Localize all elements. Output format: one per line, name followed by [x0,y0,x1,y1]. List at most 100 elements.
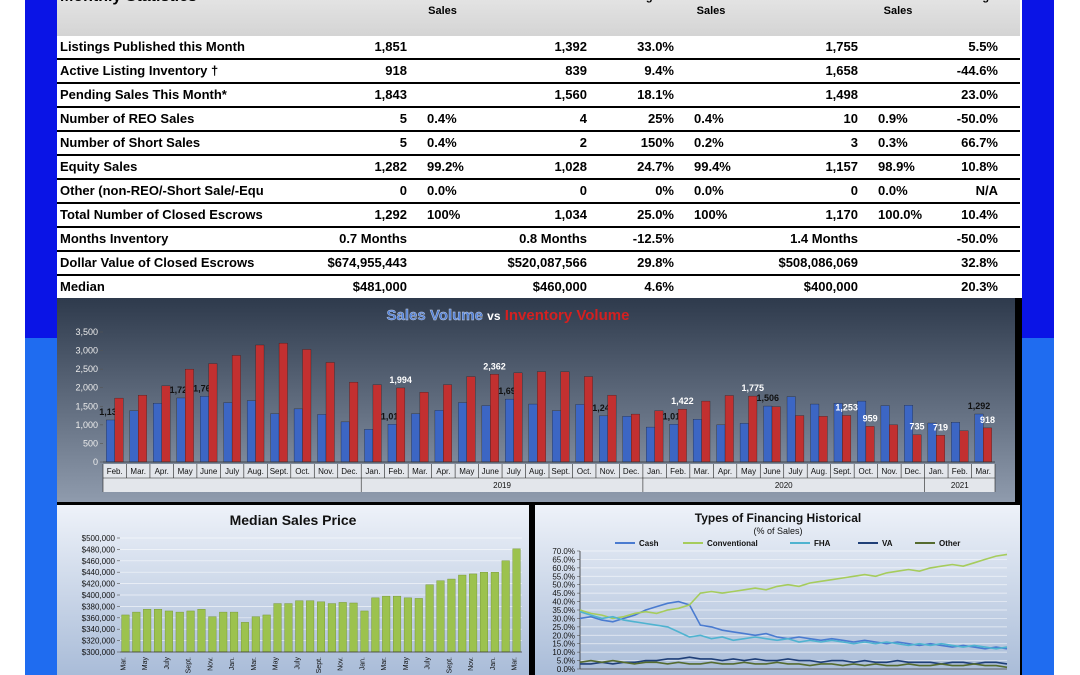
column-header: % of Total Sales [682,0,740,36]
x-tick-label: Feb. [952,467,968,476]
x-tick-label: Mar. [120,657,127,671]
x-tick-label: Dec. [341,467,357,476]
bar [316,601,326,653]
table-cell: 25% [595,108,682,132]
x-tick-label: Sept. [316,657,323,673]
table-cell: 150% [595,132,682,156]
bar [223,402,233,463]
table-cell: 1,560 [470,84,595,108]
bar [396,387,406,463]
bar [161,385,171,463]
y-tick-label: 3,000 [75,346,98,356]
x-tick-label: Apr. [718,467,732,476]
table-cell: 99.4% [682,156,740,180]
bar [360,610,369,653]
bar [153,403,162,463]
x-tick-label: July [507,467,521,476]
x-tick-label: Aug. [529,467,545,476]
table-cell: 0% [595,180,682,204]
bar [306,600,315,653]
bar [575,404,585,463]
bar [273,603,282,653]
column-header: Monthly Statistics [57,0,265,36]
bar [364,429,374,463]
bar [278,342,288,463]
table-cell: 1,170 [740,204,866,228]
bar [631,413,640,463]
bar [208,363,218,463]
x-tick-label: Apr. [155,467,169,476]
bar [106,419,115,463]
table-cell: 100% [415,204,470,228]
bar [371,597,380,653]
table-cell: 1,498 [740,84,866,108]
table-cell: 100% [682,204,740,228]
y-tick-label: $400,000 [82,591,116,600]
y-tick-label: 1,500 [75,401,98,411]
table-cell: 1,028 [470,156,595,180]
y-tick-label: $460,000 [82,557,116,566]
table-cell: 100.0% [866,204,930,228]
data-label: 1,422 [671,396,694,406]
bar [528,403,538,463]
data-label: 1,014 [663,411,686,421]
y-tick-label: 40.0% [552,598,575,607]
bar [382,595,391,653]
bar [121,614,130,653]
table-cell: 0.0% [415,180,470,204]
x-tick-label: Jan. [929,467,944,476]
bar [138,394,147,463]
y-tick-label: 45.0% [552,589,575,598]
table-cell [866,228,930,252]
bar [175,611,184,653]
bar [317,414,327,463]
y-tick-label: 65.0% [552,555,575,564]
bar [403,597,412,653]
bar [230,611,239,653]
x-tick-label: Sept. [446,657,453,673]
table-cell: 839 [470,60,595,84]
bar [387,424,397,463]
row-label: Listings Published this Month [57,36,265,60]
x-tick-label: Nov. [207,657,214,671]
bar [434,410,444,463]
x-tick-label: Mar. [512,657,519,671]
bar [763,405,773,463]
bar [349,602,358,653]
table-cell: 4 [470,108,595,132]
line-series [579,610,1008,650]
table-cell [415,252,470,276]
table-cell: 1.4 Months [740,228,866,252]
chart-title: Types of Financing Historical [695,511,861,525]
legend-label: Conventional [707,539,758,548]
x-tick-label: July [164,657,171,670]
table-cell: 1,282 [265,156,415,180]
bar [818,416,828,463]
y-tick-label: 3,500 [75,327,98,337]
table-cell: 10.4% [930,204,1020,228]
bar [490,374,499,463]
x-tick-label: Jan. [229,657,236,670]
bar [912,434,922,463]
x-group-label: 2021 [951,481,969,490]
bar [795,415,805,463]
data-label: 1,506 [757,393,780,403]
data-label: 735 [910,422,925,432]
bar [748,395,758,463]
table-cell [415,36,470,60]
table-cell: 0 [470,180,595,204]
x-tick-label: Oct. [859,467,874,476]
table-cell: 0.3% [866,132,930,156]
bar [185,368,194,463]
table-cell [682,228,740,252]
bar [959,430,969,463]
bar [129,410,139,463]
table-cell: $520,087,566 [470,252,595,276]
table-cell: 18.1% [595,84,682,108]
table-cell: 99.2% [415,156,470,180]
bar [560,371,570,463]
line-series [580,656,1008,665]
bar [255,344,265,463]
bar [654,410,664,463]
x-tick-label: July [225,467,239,476]
